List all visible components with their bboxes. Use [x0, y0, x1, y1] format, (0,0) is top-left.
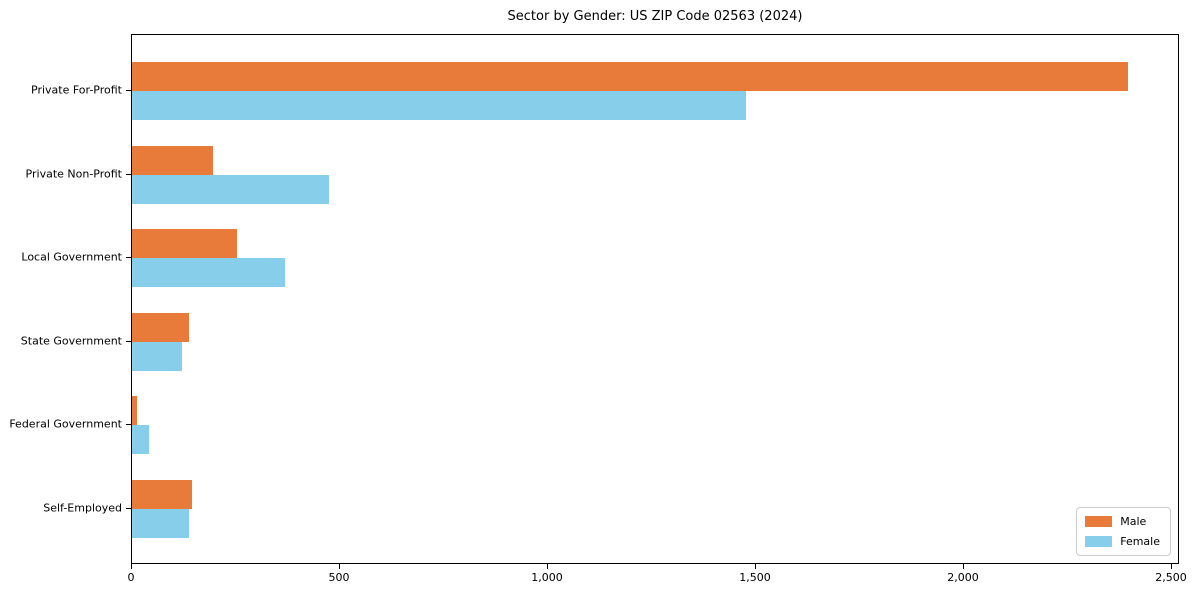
ytick-label-private-for-profit: Private For-Profit: [31, 83, 122, 97]
bar-female-private-for-profit: [132, 91, 746, 120]
xtick-label-2000: 2,000: [947, 571, 979, 584]
ytick-label-self-employed: Self-Employed: [43, 501, 122, 514]
bar-female-private-non-profit: [132, 174, 329, 204]
bar-female-state-government: [132, 341, 182, 371]
legend-entry-male: Male: [1085, 515, 1160, 528]
legend-label-female: Female: [1120, 535, 1160, 548]
ytick-label-federal-government: Federal Government: [9, 417, 122, 431]
bar-male-private-non-profit: [132, 145, 213, 175]
xtick-label-0: 0: [127, 571, 135, 584]
ytick-label-private-non-profit: Private Non-Profit: [25, 167, 122, 180]
bar-male-private-for-profit: [132, 62, 1128, 91]
ytick-label-local-government: Local Government: [21, 250, 122, 264]
legend-label-male: Male: [1120, 515, 1147, 528]
bar-female-federal-government: [132, 425, 149, 454]
xtick-mark: [131, 564, 132, 569]
ytick-mark: [126, 424, 131, 425]
legend-swatch-female: [1085, 536, 1113, 547]
bar-male-local-government: [132, 229, 237, 258]
xtick-mark: [1171, 564, 1172, 569]
ytick-mark: [126, 507, 131, 509]
plot-area: Male Female: [131, 34, 1179, 564]
bar-male-self-employed: [132, 479, 192, 509]
legend-swatch-male: [1085, 516, 1113, 527]
bar-female-self-employed: [132, 508, 189, 538]
xtick-label-1500: 1,500: [739, 571, 771, 584]
ytick-mark: [126, 257, 131, 258]
xtick-mark: [339, 564, 340, 569]
bar-male-state-government: [132, 312, 189, 342]
xtick-mark: [755, 564, 756, 569]
chart-title: Sector by Gender: US ZIP Code 02563 (202…: [507, 9, 803, 24]
xtick-label-500: 500: [328, 571, 350, 584]
xtick-mark: [547, 564, 548, 569]
xtick-label-1000: 1,000: [531, 571, 563, 584]
legend: Male Female: [1076, 507, 1171, 556]
legend-entry-female: Female: [1085, 535, 1160, 548]
bar-male-federal-government: [132, 396, 137, 425]
ytick-mark: [126, 173, 131, 175]
ytick-mark: [126, 90, 131, 91]
ytick-mark: [126, 340, 131, 342]
xtick-mark: [963, 564, 964, 569]
bar-female-local-government: [132, 258, 285, 287]
ytick-label-state-government: State Government: [20, 334, 122, 347]
xtick-label-2500: 2,500: [1155, 571, 1187, 584]
